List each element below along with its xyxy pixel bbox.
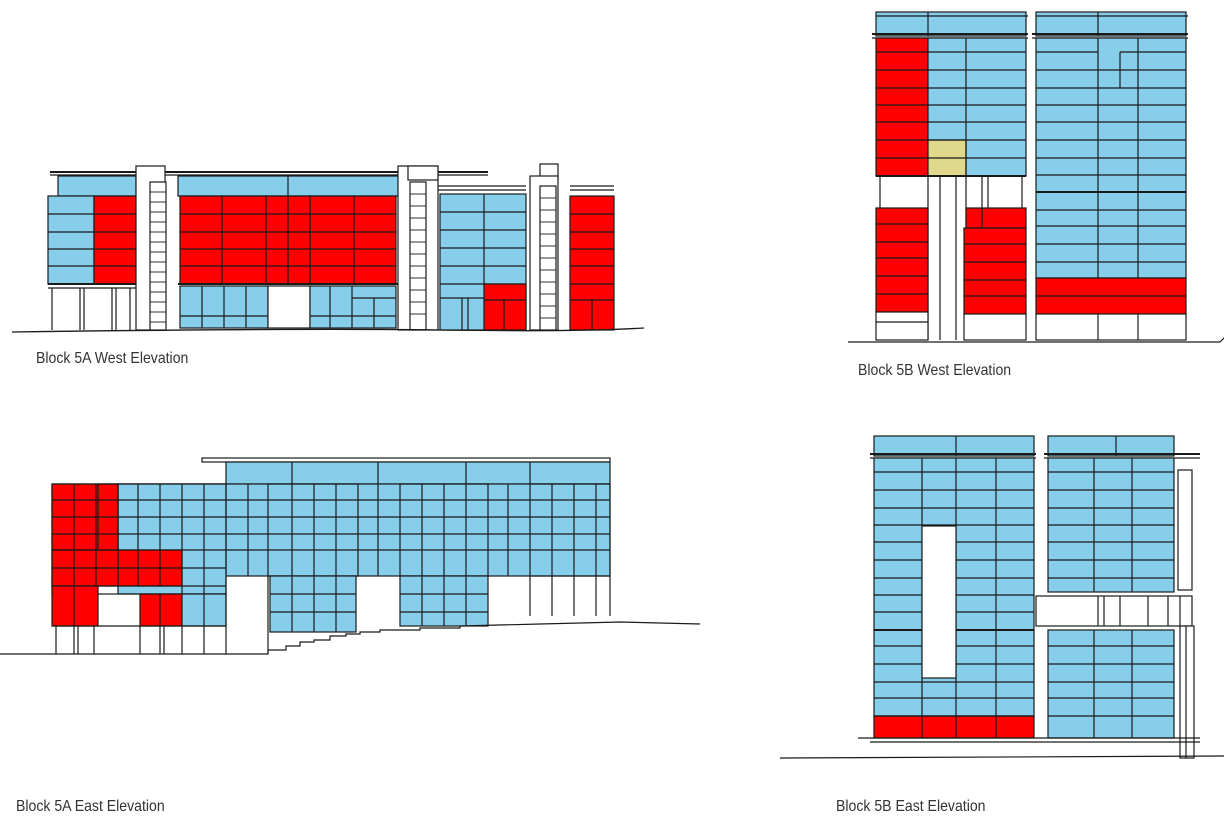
- elevation-5b-west: [840, 0, 1224, 360]
- caption-5b-east: Block 5B East Elevation: [836, 798, 986, 815]
- elevation-5b-east: [780, 420, 1224, 780]
- elevation-5a-west-drawing: [11, 163, 645, 333]
- caption-5a-east: Block 5A East Elevation: [16, 798, 165, 815]
- elevation-5b-east-drawing: [780, 435, 1224, 759]
- caption-5b-west: Block 5B West Elevation: [858, 362, 1012, 379]
- caption-5a-west: Block 5A West Elevation: [36, 350, 189, 367]
- elevation-5a-east-drawing: [0, 457, 701, 655]
- elevation-5a-west: [0, 0, 660, 340]
- elevation-5b-west-drawing: [848, 11, 1224, 343]
- elevation-5a-east: [0, 440, 710, 670]
